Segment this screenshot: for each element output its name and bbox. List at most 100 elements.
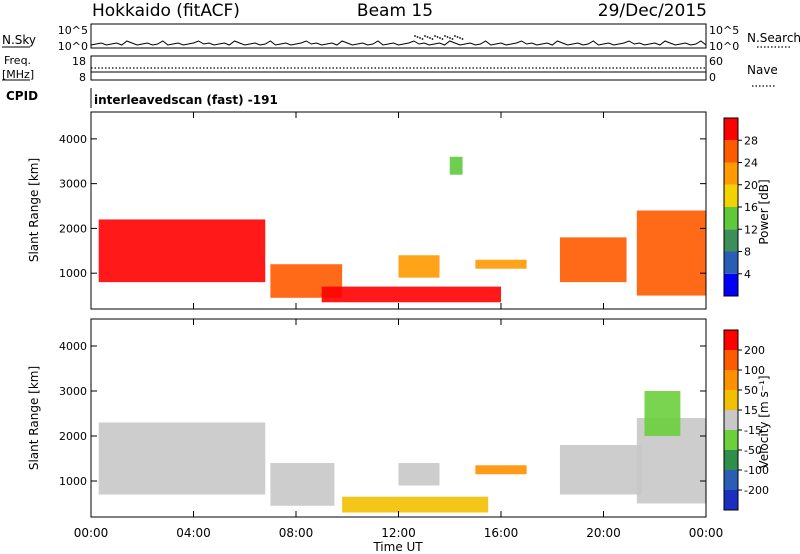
x-tick-label: 20:00 — [586, 526, 621, 540]
power-colorbar-swatch — [724, 162, 738, 185]
nsearch-dot — [461, 38, 464, 40]
power-region — [636, 210, 706, 296]
nsky-trace — [90, 35, 707, 46]
power-colorbar-tick-label: 4 — [744, 268, 751, 281]
velocity-y-tick-label: 3000 — [59, 385, 87, 398]
power-region — [98, 219, 266, 283]
cpid-value: interleavedscan (fast) -191 — [94, 93, 278, 107]
power-colorbar-tick-label: 28 — [744, 134, 758, 147]
nsky-line — [90, 40, 707, 46]
nsearch-dot — [431, 38, 434, 40]
velocity-region — [644, 391, 681, 436]
velocity-colorbar-tick-label: -200 — [744, 484, 769, 497]
x-axis-label: Time UT — [372, 540, 423, 554]
velocity-colorbar-tick-label: -100 — [744, 464, 769, 477]
velocity-colorbar-tick-label: 15 — [744, 404, 758, 417]
power-colorbar-label: Power [dB] — [757, 179, 771, 244]
power-colorbar: 4 8 12 16 20 24 28 — [723, 117, 758, 297]
velocity-colorbar-swatch — [724, 330, 738, 350]
velocity-colorbar-swatch — [724, 450, 738, 470]
x-tick-label: 16:00 — [484, 526, 519, 540]
freq-tick-low: 8 — [79, 71, 86, 84]
power-colorbar-swatch — [724, 229, 738, 252]
nsearch-dot — [456, 36, 459, 38]
velocity-colorbar-swatch — [724, 390, 738, 410]
velocity-colorbar-frame — [723, 329, 739, 511]
power-region — [475, 259, 527, 269]
power-region — [398, 255, 440, 278]
power-region — [321, 286, 501, 303]
nsearch-dot — [421, 38, 424, 40]
power-y-tick-label: 4000 — [59, 133, 87, 146]
velocity-region — [342, 496, 489, 513]
velocity-colorbar-swatch — [724, 350, 738, 370]
x-tick-label: 00:00 — [689, 526, 724, 540]
nsearch-tick-high: 10^5 — [709, 24, 739, 37]
cpid-label: CPID — [6, 89, 38, 103]
date-title: 29/Dec/2015 — [598, 1, 707, 21]
velocity-y-axis-label: Slant Range [km] — [27, 366, 41, 470]
power-y-tick-label: 1000 — [59, 267, 87, 280]
velocity-colorbar-swatch — [724, 490, 738, 510]
velocity-colorbar-swatch — [724, 410, 738, 430]
power-region — [449, 156, 463, 175]
power-colorbar-tick-label: 16 — [744, 201, 758, 214]
velocity-colorbar-swatch — [724, 430, 738, 450]
power-region — [559, 237, 627, 283]
power-colorbar-swatch — [724, 207, 738, 230]
nsearch-dot — [436, 36, 439, 38]
velocity-panel: 1000 2000 3000 4000 Slant Range [km] — [27, 318, 707, 518]
nsky-tick-high: 10^5 — [58, 24, 88, 37]
power-y-tick-label: 3000 — [59, 178, 87, 191]
velocity-colorbar-label: Velocity [m s⁻¹] — [757, 375, 771, 468]
freq-label: Freq. — [4, 54, 31, 67]
velocity-colorbar-swatch — [724, 370, 738, 390]
velocity-y-ticks: 1000 2000 3000 4000 — [59, 340, 706, 488]
velocity-region — [270, 463, 335, 506]
power-colorbar-tick-label: 24 — [744, 157, 758, 170]
velocity-region — [559, 445, 642, 495]
beam-title: Beam 15 — [357, 1, 433, 21]
velocity-region — [475, 465, 527, 475]
nsearch-dot — [434, 35, 436, 37]
velocity-y-tick-label: 4000 — [59, 340, 87, 353]
nsearch-dot — [419, 37, 421, 39]
nsearch-dot — [441, 38, 444, 40]
power-colorbar-swatch — [724, 273, 738, 296]
power-colorbar-tick-label: 20 — [744, 179, 758, 192]
nsearch-dot — [439, 37, 441, 39]
velocity-colorbar: 200 100 50 15 -15 -50 -100 -200 — [723, 329, 769, 511]
nsearch-dot — [449, 37, 451, 39]
nsearch-dot — [414, 35, 416, 37]
velocity-colorbar-tick-label: -15 — [744, 424, 762, 437]
nsearch-dot — [446, 36, 449, 38]
velocity-y-tick-label: 2000 — [59, 430, 87, 443]
power-y-ticks: 1000 2000 3000 4000 — [59, 133, 706, 280]
power-panel: 1000 2000 3000 4000 Slant Range [km] — [27, 111, 707, 310]
nsearch-dot — [416, 36, 419, 38]
nsearch-dot — [454, 35, 456, 37]
nsky-label: N.Sky — [2, 33, 36, 47]
nsky-panel-frame — [90, 23, 707, 49]
nsearch-dot — [429, 37, 431, 39]
nsky-tick-low: 10^0 — [58, 40, 88, 53]
power-heatmap-cells — [98, 156, 706, 303]
power-y-axis-label: Slant Range [km] — [27, 158, 41, 262]
velocity-region — [398, 463, 440, 486]
power-colorbar-swatch — [724, 140, 738, 163]
velocity-colorbar-swatch — [724, 470, 738, 490]
velocity-region — [98, 422, 266, 495]
nsearch-dot — [426, 36, 429, 38]
power-colorbar-tick-label: 8 — [744, 246, 751, 259]
power-colorbar-swatch — [724, 118, 738, 141]
velocity-colorbar-tick-label: -50 — [744, 444, 762, 457]
nsearch-dot — [459, 37, 461, 39]
nsearch-dot — [424, 35, 426, 37]
power-colorbar-swatch — [724, 184, 738, 207]
velocity-colorbar-tick-label: 200 — [744, 344, 765, 357]
nsearch-label: N.Search — [747, 31, 800, 45]
power-colorbar-tick-label: 12 — [744, 223, 758, 236]
x-tick-label: 08:00 — [279, 526, 314, 540]
freq-tick-high: 18 — [72, 55, 86, 68]
